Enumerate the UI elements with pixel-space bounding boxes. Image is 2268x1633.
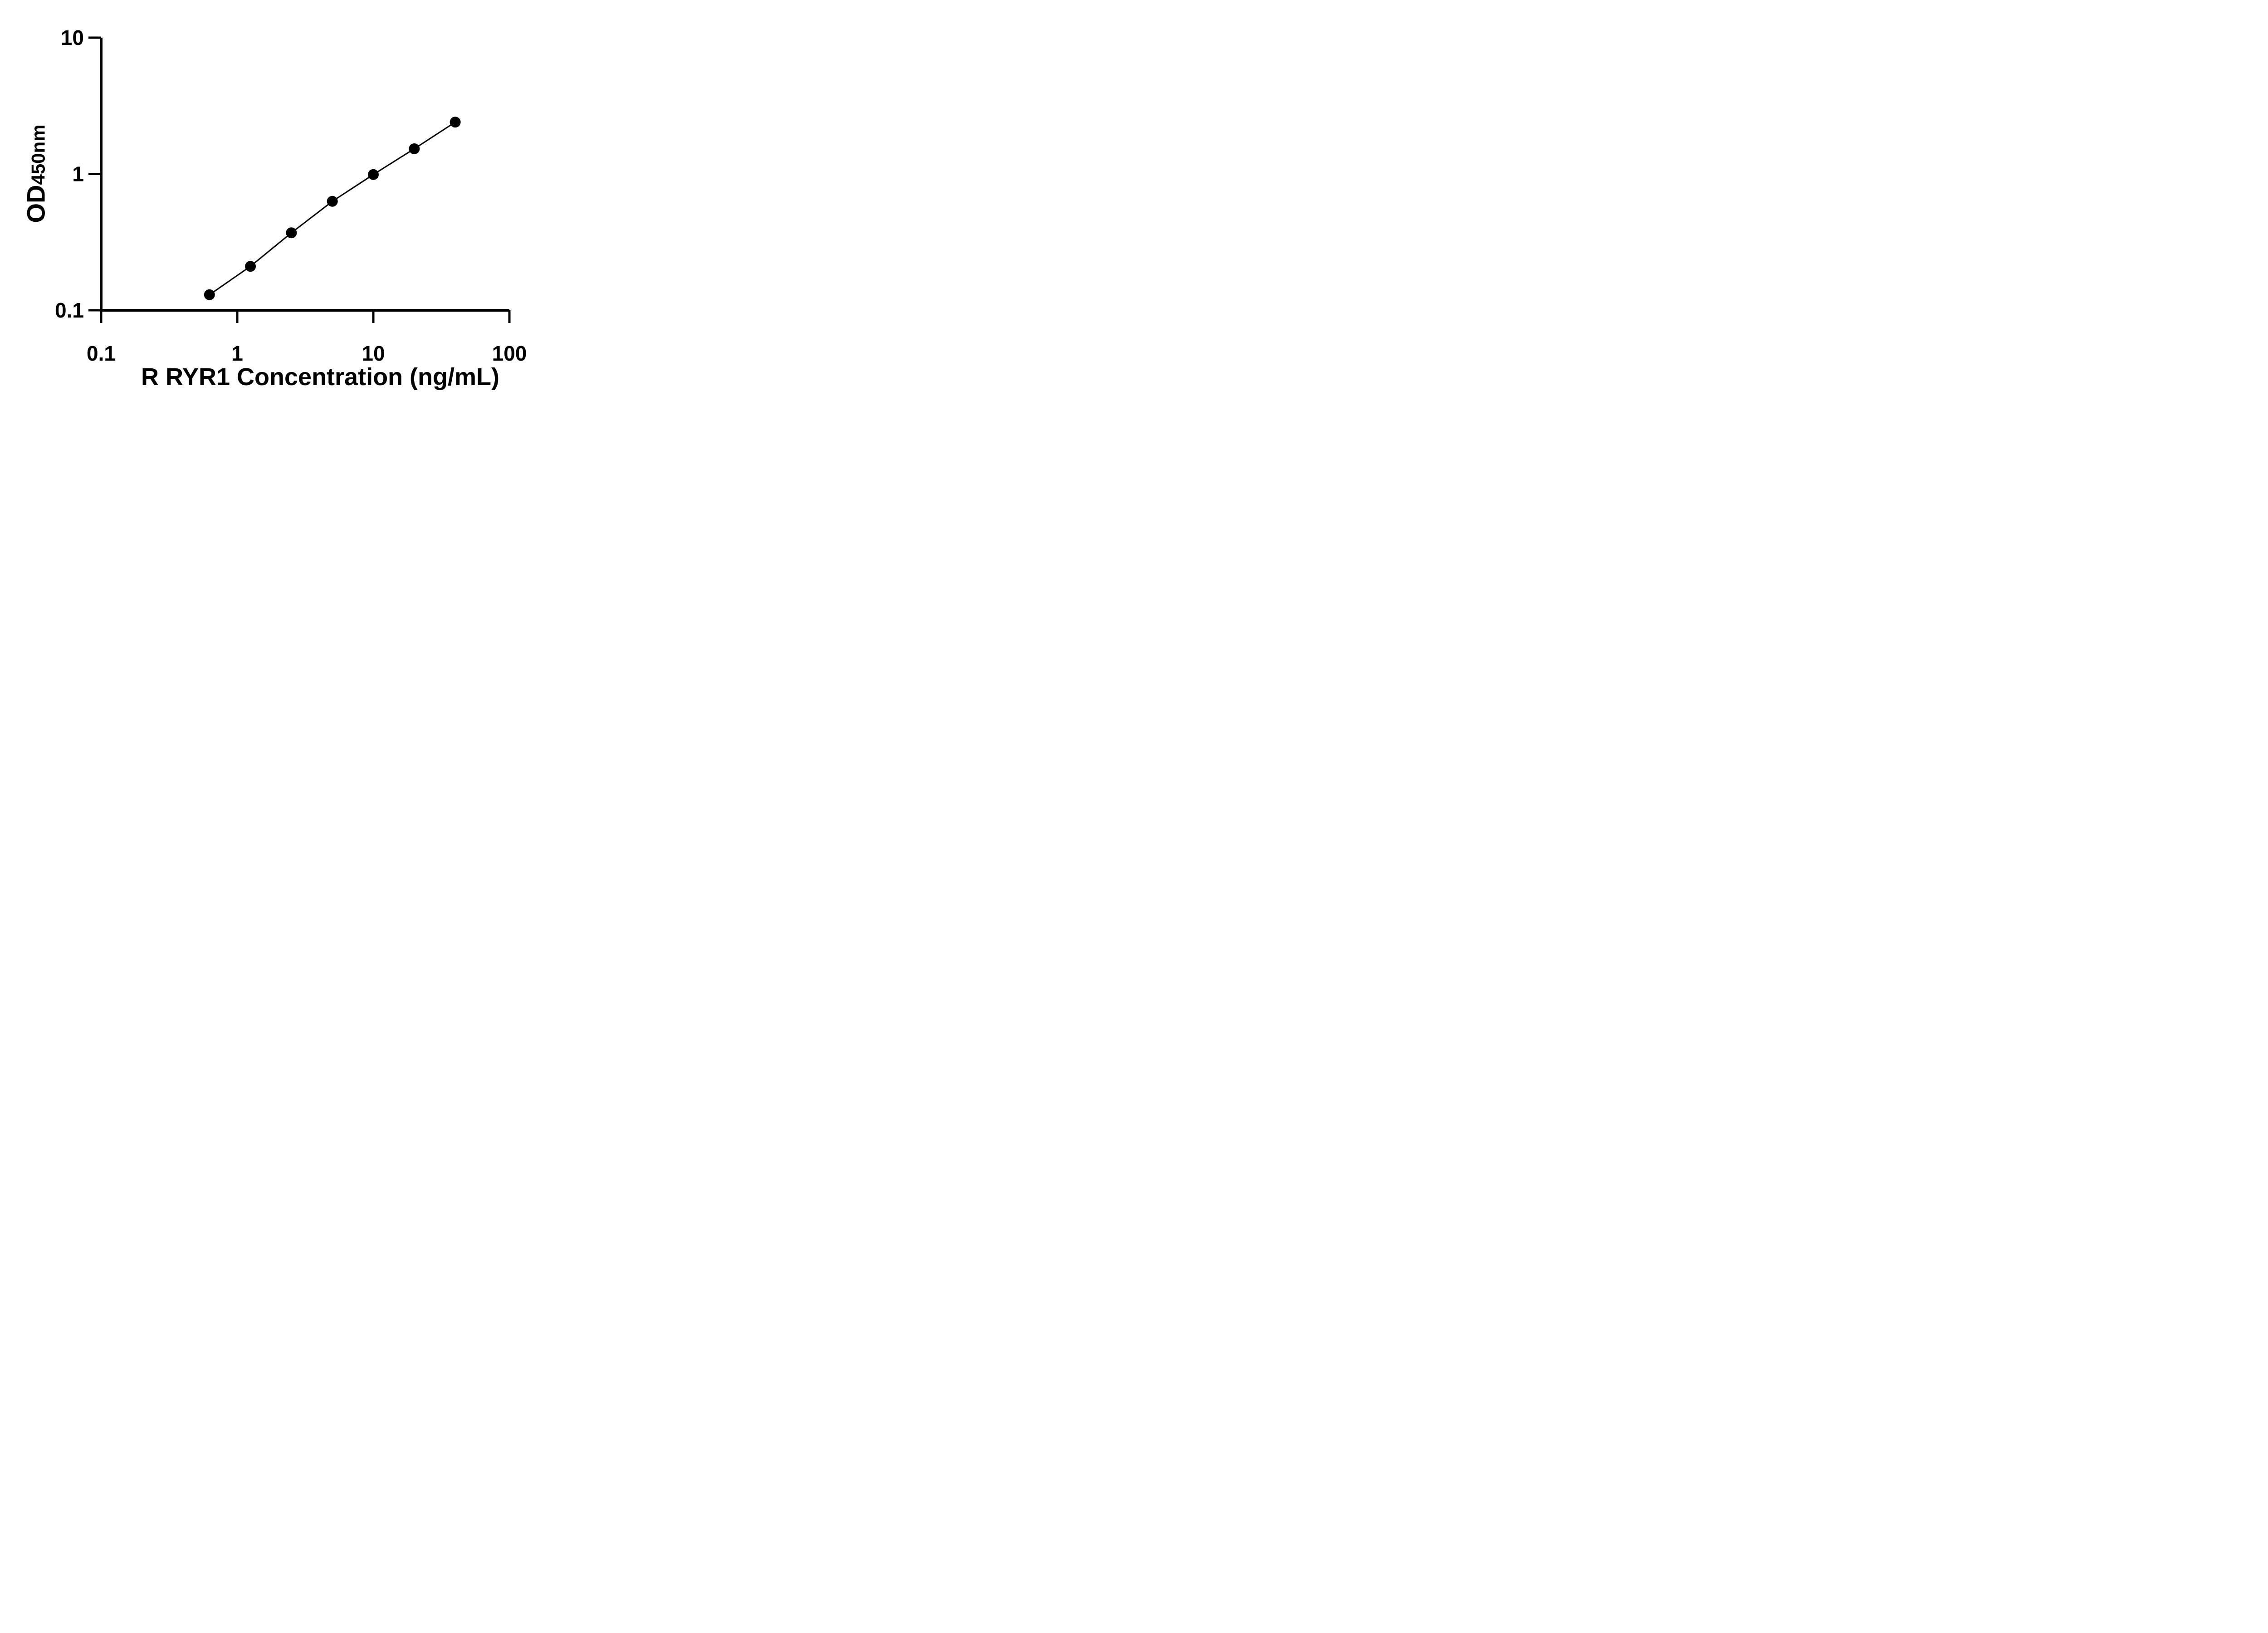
x-tick-label: 10 [362, 342, 385, 365]
x-tick-label: 0.1 [87, 342, 116, 365]
data-point-marker [368, 169, 379, 180]
x-axis-title: R RYR1 Concentration (ng/mL) [141, 363, 499, 391]
data-point-marker [327, 196, 338, 207]
data-point-marker [204, 289, 215, 300]
y-tick-label: 1 [72, 162, 84, 186]
data-point-marker [245, 261, 256, 272]
y-axis-title-main: OD [21, 185, 50, 223]
y-tick-label: 10 [61, 26, 84, 49]
data-point-marker [409, 143, 420, 155]
y-axis-title: OD450nm [21, 124, 51, 223]
y-tick-label: 0.1 [55, 298, 84, 322]
x-tick-label: 1 [231, 342, 243, 365]
standard-curve-figure: 0.1 1 10 100 0.1 1 10 R RYR1 Concentration (ng… [0, 0, 572, 408]
data-point-marker [450, 117, 461, 128]
data-point-marker [286, 227, 297, 239]
x-tick-label: 100 [492, 342, 527, 365]
plot-canvas: 0.1 1 10 100 0.1 1 10 [55, 26, 527, 365]
y-axis-title-sub: 450nm [27, 124, 49, 185]
